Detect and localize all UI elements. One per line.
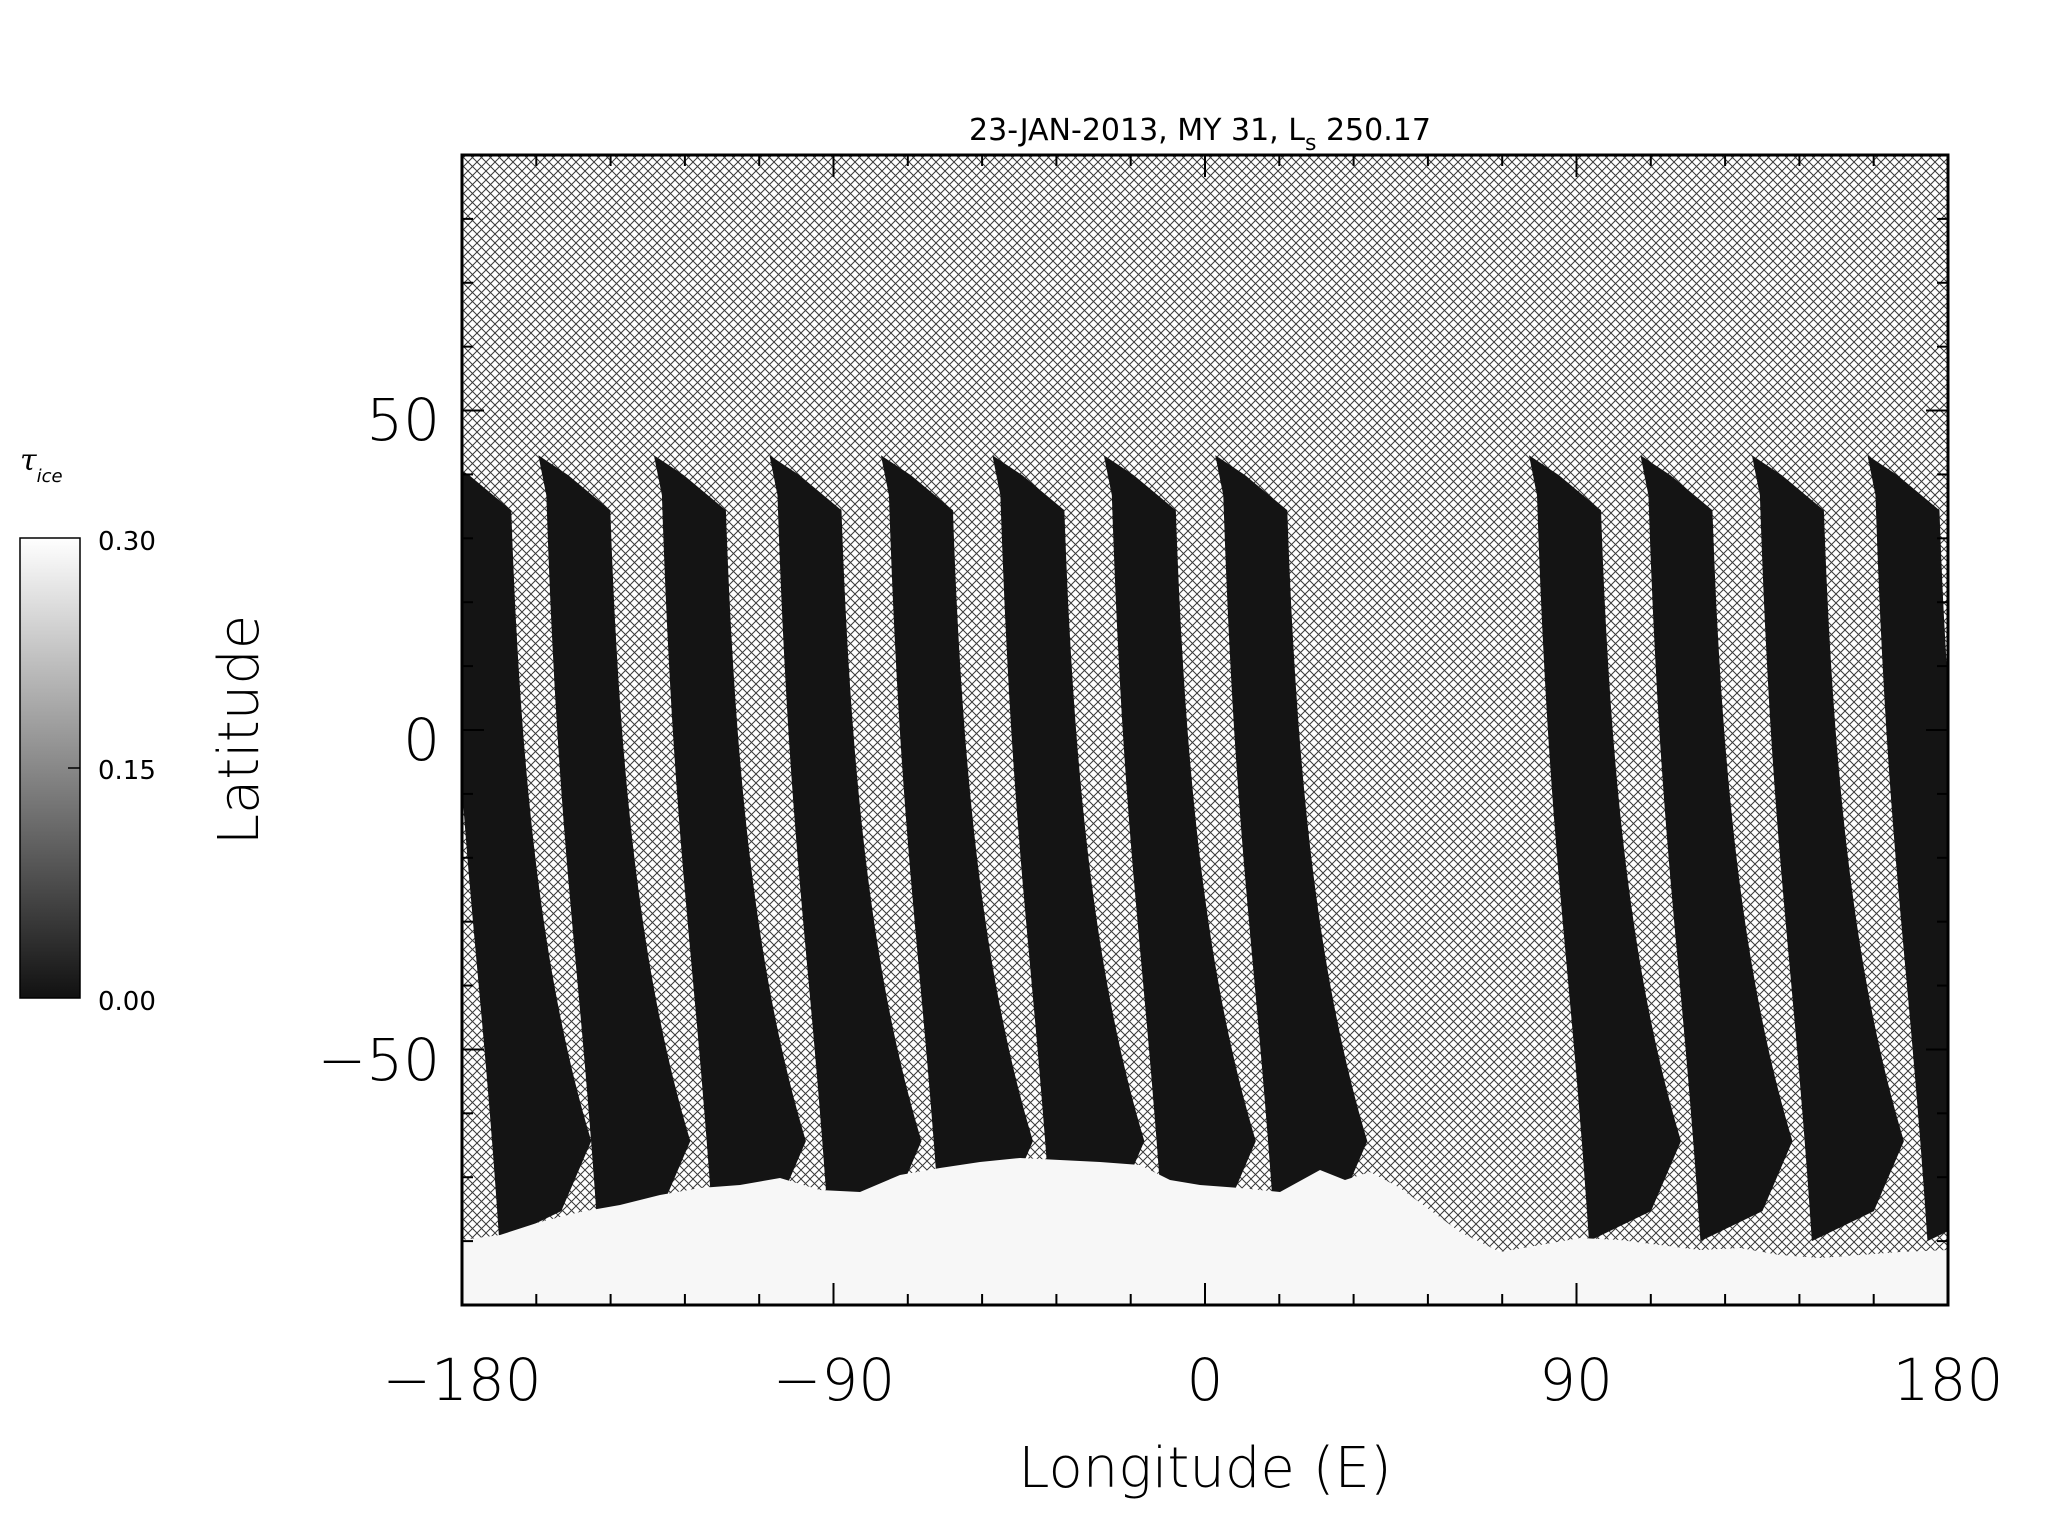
chart-title: 23-JAN-2013, MY 31, Ls 250.17 [969,113,1431,156]
swath-5 [880,455,1033,1242]
colorbar: τice 0.30 0.15 0.00 [19,443,156,1017]
y-tick-label: 50 [366,386,440,454]
colorbar-label: 0.30 [98,527,156,557]
x-tick-label: −90 [773,1346,895,1414]
x-tick-label: 90 [1539,1346,1613,1414]
swath-2 [538,455,691,1242]
map-plot-area [460,153,1950,1307]
swath-3 [653,455,806,1242]
south-polar-cap [462,1158,1948,1305]
swath-6 [992,455,1145,1242]
y-tick-label: 0 [403,706,440,774]
swath-10 [1640,455,1793,1242]
swath-8 [1215,455,1368,1242]
y-axis-title: Latitude [207,615,272,845]
swath-7 [1103,455,1256,1242]
axis-ticks [461,154,1949,1306]
x-tick-label: 180 [1893,1346,2004,1414]
swath-1 [462,470,592,1242]
swath-9 [1528,455,1681,1242]
swath-group [462,455,1948,1242]
swath-11 [1751,455,1904,1242]
colorbar-label: 0.00 [98,987,156,1017]
x-axis-title: Longitude (E) [1018,1436,1391,1501]
x-tick-label: 0 [1187,1346,1224,1414]
swath-12 [1867,455,1948,1242]
swath-4 [769,455,922,1242]
x-tick-label: −180 [382,1346,541,1414]
colorbar-title: τice [20,443,63,487]
y-tick-label: −50 [318,1026,440,1094]
colorbar-label: 0.15 [98,756,156,786]
